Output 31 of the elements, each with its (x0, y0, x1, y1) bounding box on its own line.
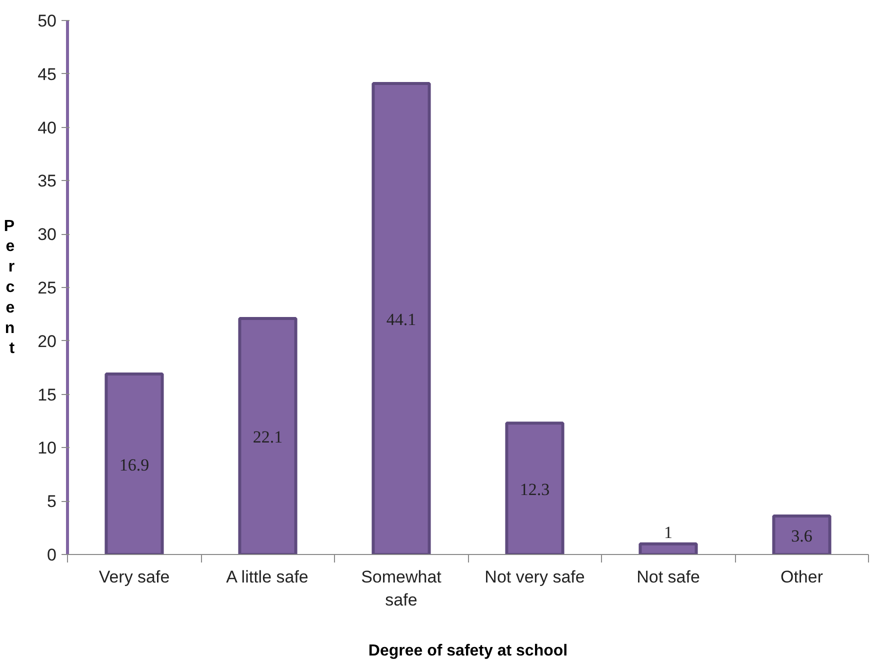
y-tick-label: 5 (47, 492, 57, 512)
x-tick-label: Somewhat safe (361, 568, 442, 610)
data-label: 22.1 (252, 427, 283, 446)
y-tick-label: 15 (38, 385, 57, 404)
y-tick-label: 20 (38, 332, 57, 351)
y-tick-label: 25 (38, 278, 57, 298)
x-tick-label: A little safe (226, 568, 308, 586)
y-tick-label: 0 (47, 546, 57, 564)
bar (372, 82, 431, 554)
data-label: 1 (664, 522, 672, 542)
x-tick-label: Other (780, 568, 824, 586)
data-label: 12.3 (520, 480, 550, 499)
data-label: 3.6 (791, 526, 812, 546)
x-tick-label: Not safe (636, 568, 700, 586)
x-axis-title: Degree of safety at school (368, 642, 568, 660)
bar (772, 514, 832, 554)
y-tick-label: 10 (38, 438, 57, 458)
data-label: 44.1 (386, 310, 416, 330)
y-tick-label: 35 (38, 172, 57, 191)
x-tick-label: Not very safe (484, 568, 585, 586)
y-tick-label: 45 (38, 64, 57, 84)
data-label: 16.9 (119, 455, 150, 474)
y-axis-title: Percent (4, 218, 16, 358)
bar (638, 542, 698, 554)
bar (505, 422, 564, 554)
y-tick-label: 40 (38, 118, 57, 138)
bar (104, 372, 164, 554)
y-tick-label: 30 (38, 225, 57, 244)
y-tick-label: 50 (38, 12, 57, 30)
x-tick-label: Very safe (98, 568, 170, 586)
bar (238, 316, 298, 554)
